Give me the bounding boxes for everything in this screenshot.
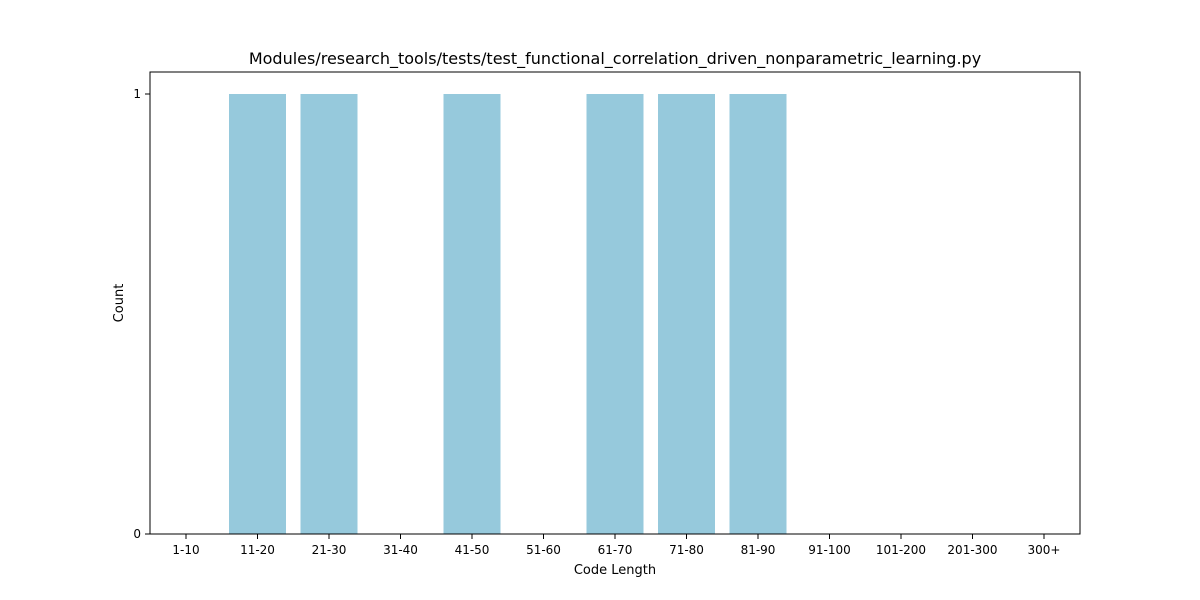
x-axis: 1-10 11-20 21-30 31-40 41-50 51-60 61-70 71-80 8… bbox=[172, 534, 1060, 557]
bar-41-50 bbox=[443, 94, 501, 534]
x-tick-label: 81-90 bbox=[741, 543, 776, 557]
x-tick-label: 21-30 bbox=[312, 543, 347, 557]
bars-group bbox=[229, 94, 787, 534]
bar-81-90 bbox=[729, 94, 787, 534]
x-tick-label: 1-10 bbox=[172, 543, 199, 557]
x-axis-label: Code Length bbox=[574, 563, 656, 578]
y-axis-label: Count bbox=[112, 284, 127, 323]
y-tick-label: 1 bbox=[133, 87, 141, 101]
x-tick-label: 61-70 bbox=[598, 543, 633, 557]
x-tick-label: 91-100 bbox=[808, 543, 851, 557]
y-axis: 01 bbox=[133, 87, 150, 541]
x-tick-label: 201-300 bbox=[947, 543, 997, 557]
x-tick-label: 51-60 bbox=[526, 543, 561, 557]
x-tick-label: 300+ bbox=[1028, 543, 1061, 557]
y-tick-label: 0 bbox=[133, 527, 141, 541]
x-tick-label: 101-200 bbox=[876, 543, 926, 557]
x-tick-label: 31-40 bbox=[383, 543, 418, 557]
chart-title: Modules/research_tools/tests/test_functi… bbox=[249, 49, 981, 69]
bar-11-20 bbox=[229, 94, 286, 534]
x-tick-label: 71-80 bbox=[669, 543, 704, 557]
x-tick-label: 41-50 bbox=[455, 543, 490, 557]
bar-61-70 bbox=[586, 94, 644, 534]
bar-71-80 bbox=[658, 94, 715, 534]
x-tick-label: 11-20 bbox=[240, 543, 275, 557]
bar-21-30 bbox=[300, 94, 358, 534]
